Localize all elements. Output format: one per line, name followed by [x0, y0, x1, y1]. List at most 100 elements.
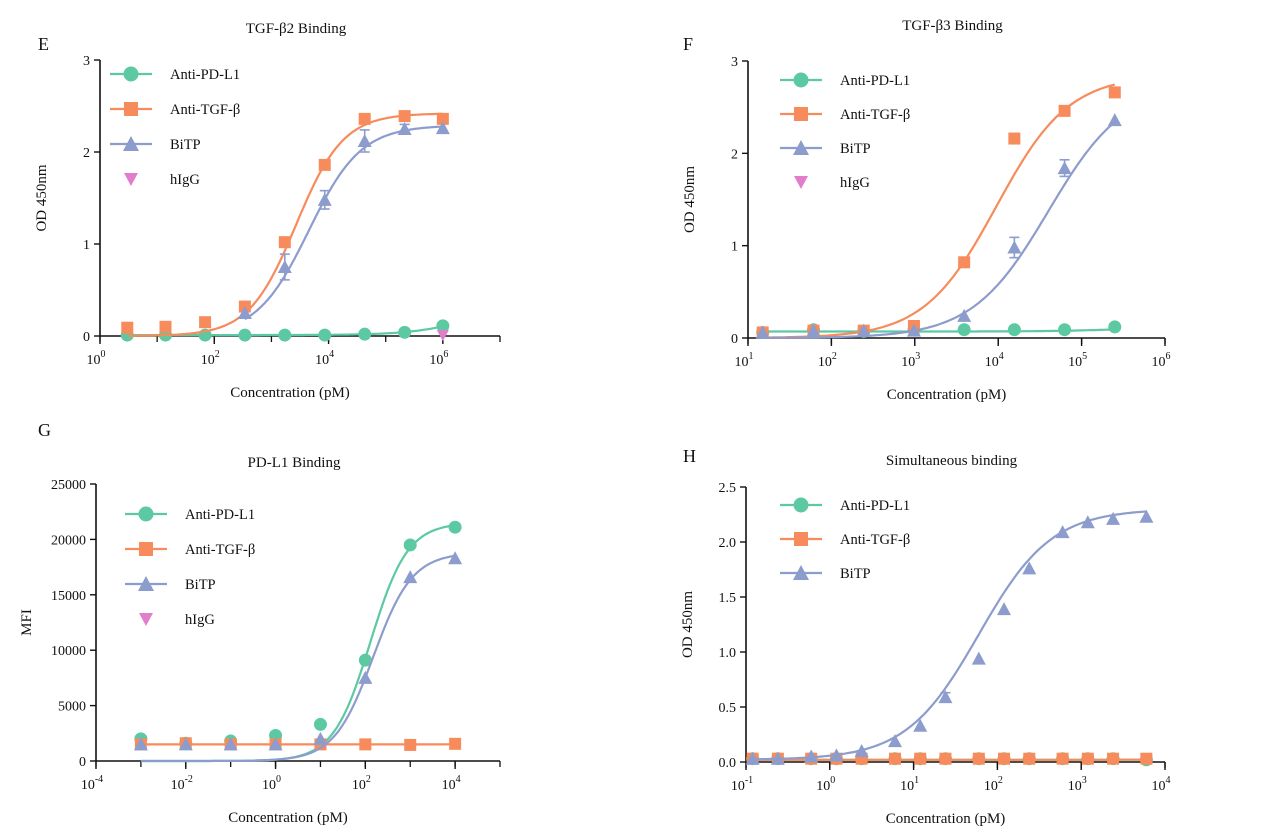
data-point	[1058, 323, 1072, 337]
legend-label: BiTP	[185, 577, 216, 593]
legend-marker	[124, 102, 138, 116]
legend-marker	[139, 613, 153, 626]
legend-label: hIgG	[185, 612, 215, 628]
legend: Anti-PD-L1 Anti-TGF-β BiTP	[780, 497, 910, 582]
data-point	[449, 737, 462, 750]
data-point	[397, 122, 412, 135]
legend-marker	[123, 66, 139, 82]
y-tick-label: 0.5	[719, 701, 737, 716]
series-anti-tgf-b	[746, 752, 1153, 765]
data-point	[829, 748, 844, 762]
data-point	[358, 670, 373, 684]
data-point	[268, 737, 283, 751]
y-tick-label: 10000	[51, 644, 86, 659]
x-tick-label: 105	[1068, 351, 1087, 370]
data-point	[1081, 752, 1094, 765]
y-tick-label: 1	[731, 240, 738, 255]
x-axis-label: Concentration (pM)	[228, 810, 348, 826]
legend-label: BiTP	[170, 137, 201, 153]
data-point	[856, 323, 871, 337]
legend-label: hIgG	[840, 175, 870, 191]
y-axis-label: OD 450nm	[680, 591, 696, 658]
data-point	[358, 112, 371, 125]
chart-title: Simultaneous binding	[886, 453, 1018, 469]
data-point	[958, 256, 971, 269]
data-point	[1007, 323, 1021, 337]
x-tick-label: 103	[901, 351, 920, 370]
series-anti-tgf-b	[121, 110, 449, 337]
x-tick-label: 102	[352, 774, 371, 793]
legend-marker	[123, 136, 139, 151]
legend: Anti-PD-L1 Anti-TGF-β BiTP hIgG	[125, 506, 255, 628]
data-point	[1108, 86, 1121, 99]
panel-letter: G	[38, 420, 51, 440]
data-point	[278, 236, 291, 249]
data-point	[238, 328, 252, 342]
data-point	[755, 325, 770, 339]
legend-marker	[794, 532, 808, 546]
data-point	[1007, 240, 1022, 254]
legend-label: BiTP	[840, 566, 871, 582]
x-axis-label: Concentration (pM)	[886, 811, 1006, 827]
data-point	[278, 328, 292, 342]
data-point	[357, 133, 372, 147]
data-point	[914, 752, 927, 765]
data-point	[1108, 320, 1122, 334]
data-point	[223, 737, 238, 751]
legend-label: Anti-PD-L1	[840, 73, 910, 89]
x-tick-label: 106	[1152, 351, 1171, 370]
data-point	[436, 319, 450, 333]
data-point	[971, 651, 986, 665]
data-point	[957, 308, 972, 322]
data-point	[745, 751, 760, 765]
y-tick-label: 25000	[51, 478, 86, 493]
data-point	[1056, 752, 1069, 765]
data-point	[318, 158, 331, 171]
data-point	[1107, 113, 1122, 127]
data-point	[359, 738, 372, 751]
x-tick-label: 103	[1068, 775, 1087, 794]
series-bitp	[237, 121, 450, 321]
legend-marker	[124, 173, 138, 186]
data-point	[199, 316, 212, 329]
y-tick-label: 1	[83, 238, 90, 253]
legend-label: Anti-TGF-β	[185, 542, 255, 558]
data-point	[1057, 161, 1072, 175]
data-point	[159, 320, 172, 333]
data-point	[997, 602, 1012, 616]
legend-label: Anti-TGF-β	[840, 532, 910, 548]
y-tick-label: 1.5	[719, 591, 737, 606]
data-point	[888, 734, 903, 748]
y-tick-label: 0	[83, 330, 90, 345]
data-point	[806, 323, 821, 337]
data-point	[804, 749, 819, 763]
data-point	[398, 325, 412, 339]
data-point	[448, 551, 463, 565]
x-tick-label: 102	[818, 351, 837, 370]
y-tick-label: 1.0	[719, 646, 737, 661]
panel-letter: E	[38, 34, 49, 54]
chart-title: TGF-β3 Binding	[902, 18, 1003, 34]
legend-label: Anti-PD-L1	[170, 67, 240, 83]
x-tick-label: 104	[985, 351, 1004, 370]
data-point	[972, 752, 985, 765]
fit-curve	[762, 83, 1116, 339]
data-point	[403, 538, 417, 552]
legend-marker	[793, 72, 809, 88]
data-point	[1107, 752, 1120, 765]
x-axis-label: Concentration (pM)	[887, 387, 1007, 403]
data-point	[998, 752, 1011, 765]
fit-curve	[762, 121, 1116, 339]
data-point	[403, 570, 418, 584]
x-tick-label: 100	[816, 775, 835, 794]
x-tick-label: 102	[201, 349, 220, 368]
legend-marker	[793, 497, 809, 513]
data-point	[770, 751, 785, 765]
fit-curve	[752, 510, 1147, 761]
data-point	[889, 752, 902, 765]
data-point	[277, 260, 292, 273]
y-tick-label: 2.5	[719, 481, 737, 496]
data-point	[854, 744, 869, 757]
data-point	[1139, 509, 1154, 523]
